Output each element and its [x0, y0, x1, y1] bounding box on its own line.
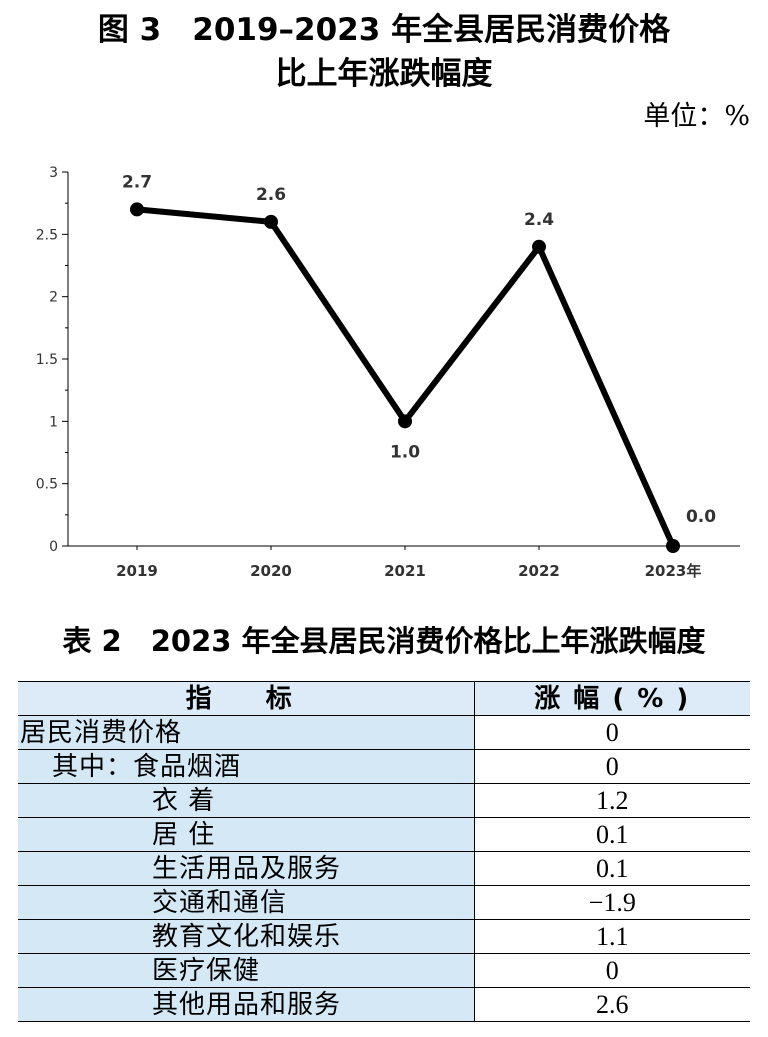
row-name: 其他用品和服务 — [18, 987, 475, 1022]
cpi-table: 指 标 涨 幅 ( % ) 居民消费价格 0 其中：食品烟酒 0 衣 着 1.2 居 … — [18, 681, 750, 1022]
row-value: 0.1 — [474, 851, 750, 886]
x-axis-ticks: 2019 2020 2021 2022 2023年 — [116, 546, 701, 580]
row-value: 0 — [474, 953, 750, 988]
table-row: 居 住 0.1 — [18, 817, 750, 852]
x-tick-label: 2023年 — [645, 562, 702, 580]
table-row: 其他用品和服务 2.6 — [18, 987, 750, 1022]
y-tick-label: 0 — [49, 539, 58, 555]
data-point — [666, 539, 680, 553]
data-point — [532, 239, 546, 254]
row-value: 2.6 — [474, 987, 750, 1022]
row-name: 居 住 — [18, 817, 475, 852]
data-label: 2.7 — [122, 172, 152, 192]
row-name: 衣 着 — [18, 783, 475, 818]
chart-axes — [67, 172, 740, 547]
series-line — [136, 206, 676, 548]
unit-label: 单位：% — [643, 101, 750, 132]
data-point — [398, 414, 412, 429]
x-tick-label: 2019 — [116, 562, 158, 580]
row-value: 0.1 — [474, 817, 750, 852]
row-name: 居民消费价格 — [18, 715, 475, 750]
figure-title-line2: 比上年涨跌幅度 — [275, 56, 493, 92]
table-row: 医疗保健 0 — [18, 953, 750, 988]
row-name: 其中：食品烟酒 — [18, 749, 475, 784]
row-value: −1.9 — [474, 885, 750, 920]
data-label: 2.6 — [256, 185, 286, 205]
row-value: 0 — [474, 715, 750, 750]
y-tick-label: 3 — [49, 165, 58, 181]
series-line-path — [136, 206, 676, 548]
figure-title-line1: 图 3 2019–2023 年全县居民消费价格 — [97, 12, 671, 48]
header-change: 涨 幅 ( % ) — [474, 681, 750, 716]
y-tick-label: 2.5 — [36, 227, 58, 243]
row-value: 1.2 — [474, 783, 750, 818]
header-indicator: 指 标 — [18, 681, 475, 716]
row-value: 1.1 — [474, 919, 750, 954]
data-point — [264, 214, 278, 229]
row-name: 生活用品及服务 — [18, 851, 475, 886]
data-label: 1.0 — [390, 442, 420, 462]
x-tick-label: 2021 — [384, 562, 426, 580]
table-row: 其中：食品烟酒 0 — [18, 749, 750, 784]
row-name: 交通和通信 — [18, 885, 475, 920]
table-row: 交通和通信 −1.9 — [18, 885, 750, 920]
data-points — [130, 202, 680, 553]
data-label: 2.4 — [524, 210, 554, 230]
table-header-row: 指 标 涨 幅 ( % ) — [18, 681, 750, 716]
line-chart: 00.511.522.53 2019 2020 2021 2022 2023年 2.72… — [36, 165, 740, 580]
data-labels: 2.7 2.6 1.0 2.4 0.0 — [122, 172, 716, 527]
x-tick-label: 2020 — [250, 562, 292, 580]
x-tick-label: 2022 — [518, 562, 560, 580]
y-tick-label: 1 — [49, 414, 58, 430]
y-axis-ticks: 0 0.5 1 1.5 2 2.5 3 — [36, 165, 68, 555]
y-tick-label: 1.5 — [36, 352, 58, 368]
table-row: 居民消费价格 0 — [18, 715, 750, 750]
data-label: 0.0 — [686, 507, 716, 527]
data-point — [130, 202, 144, 217]
table-row: 教育文化和娱乐 1.1 — [18, 919, 750, 954]
y-tick-label: 0.5 — [36, 477, 58, 493]
row-name: 教育文化和娱乐 — [18, 919, 475, 954]
table-title: 表 2 2023 年全县居民消费价格比上年涨跌幅度 — [62, 624, 706, 658]
y-tick-label: 2 — [49, 290, 58, 306]
row-value: 0 — [474, 749, 750, 784]
table-row: 生活用品及服务 0.1 — [18, 851, 750, 886]
row-name: 医疗保健 — [18, 953, 475, 988]
table-row: 衣 着 1.2 — [18, 783, 750, 818]
